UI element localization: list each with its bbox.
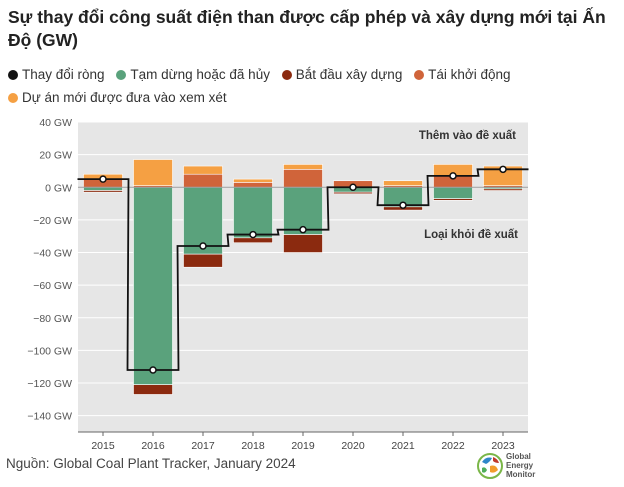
legend-item-construction-start: Bắt đầu xây dựng bbox=[281, 64, 403, 86]
net-change-point bbox=[249, 230, 257, 239]
net-change-point bbox=[449, 172, 457, 180]
legend: Thay đổi ròng Tạm dừng hoặc đã hủy Bắt đ… bbox=[8, 64, 608, 110]
y-tick-label: −40 GW bbox=[33, 248, 72, 260]
bar-segment bbox=[183, 253, 223, 268]
x-tick-label: 2023 bbox=[491, 440, 515, 452]
legend-label-revived: Tái khởi động bbox=[428, 67, 511, 82]
bar-segment bbox=[433, 186, 473, 199]
net-change-point bbox=[149, 366, 157, 374]
bar-segment bbox=[183, 165, 223, 175]
y-tick-label: 40 GW bbox=[39, 117, 72, 129]
x-tick-label: 2017 bbox=[191, 440, 215, 452]
logo-line-1: Global bbox=[506, 452, 531, 461]
bar-segment bbox=[233, 186, 273, 239]
logo-line-3: Monitor bbox=[506, 470, 536, 479]
legend-swatch-paused-cancelled bbox=[116, 70, 127, 80]
bar-segment bbox=[483, 188, 523, 191]
logo-text: Global Energy Monitor bbox=[506, 452, 535, 479]
x-tick-label: 2015 bbox=[91, 440, 115, 452]
legend-swatch-new-proposed bbox=[8, 93, 18, 103]
bar-segment bbox=[433, 198, 473, 201]
net-change-point bbox=[399, 201, 407, 209]
bar-segment bbox=[233, 237, 273, 244]
net-change-point bbox=[299, 225, 307, 234]
legend-label-paused-cancelled: Tạm dừng hoặc đã hủy bbox=[130, 67, 270, 82]
legend-item-net-change: Thay đổi ròng bbox=[8, 64, 105, 86]
source-note: Nguồn: Global Coal Plant Tracker, Januar… bbox=[6, 456, 296, 471]
y-tick-label: 0 GW bbox=[45, 182, 72, 194]
globe-logo-icon bbox=[477, 453, 503, 479]
bar-segment bbox=[183, 173, 223, 188]
bar-segment bbox=[233, 182, 273, 188]
bar-segment bbox=[283, 164, 323, 170]
y-tick-label: −20 GW bbox=[33, 215, 72, 227]
legend-label-construction-start: Bắt đầu xây dựng bbox=[295, 67, 403, 82]
logo-line-2: Energy bbox=[506, 461, 534, 470]
y-tick-label: 20 GW bbox=[39, 150, 72, 162]
bar-segment bbox=[283, 234, 323, 253]
legend-swatch-construction-start bbox=[281, 70, 292, 80]
net-change-point bbox=[499, 165, 507, 174]
y-tick-label: −100 GW bbox=[27, 345, 72, 357]
net-change-point bbox=[349, 183, 357, 192]
legend-item-revived: Tái khởi động bbox=[414, 64, 511, 86]
legend-label-new-proposed: Dự án mới được đưa vào xem xét bbox=[22, 90, 227, 105]
bar-segment bbox=[133, 384, 173, 395]
bar-segment bbox=[83, 190, 123, 193]
x-tick-label: 2018 bbox=[241, 440, 265, 452]
bar-segment bbox=[283, 169, 323, 188]
annotation-added: Thêm vào đề xuất bbox=[419, 130, 516, 142]
x-tick-label: 2019 bbox=[291, 440, 315, 452]
legend-label-net-change: Thay đổi ròng bbox=[22, 67, 105, 82]
x-tick-label: 2020 bbox=[341, 440, 365, 452]
net-change-point bbox=[99, 175, 107, 183]
global-energy-monitor-logo: Global Energy Monitor bbox=[476, 450, 596, 486]
chart-title: Sự thay đổi công suất điện than được cấp… bbox=[8, 7, 606, 50]
x-tick-label: 2021 bbox=[391, 440, 415, 452]
annotation-removed: Loại khỏi đề xuất bbox=[424, 229, 518, 241]
bar-segment bbox=[233, 178, 273, 183]
x-tick-label: 2022 bbox=[441, 440, 465, 452]
y-tick-label: −140 GW bbox=[27, 411, 72, 423]
y-tick-label: −120 GW bbox=[27, 378, 72, 390]
y-tick-label: −80 GW bbox=[33, 313, 72, 325]
legend-item-new-proposed: Dự án mới được đưa vào xem xét bbox=[8, 87, 227, 109]
legend-swatch-revived bbox=[414, 70, 425, 80]
bar-segment bbox=[133, 159, 173, 186]
bar-segment bbox=[133, 186, 173, 385]
y-tick-label: −60 GW bbox=[33, 280, 72, 292]
bar-segment bbox=[333, 191, 373, 195]
net-change-point bbox=[199, 242, 207, 250]
x-tick-label: 2016 bbox=[141, 440, 165, 452]
legend-item-paused-cancelled: Tạm dừng hoặc đã hủy bbox=[116, 64, 270, 86]
legend-swatch-net-change bbox=[8, 70, 18, 80]
bar-segment bbox=[383, 180, 423, 186]
